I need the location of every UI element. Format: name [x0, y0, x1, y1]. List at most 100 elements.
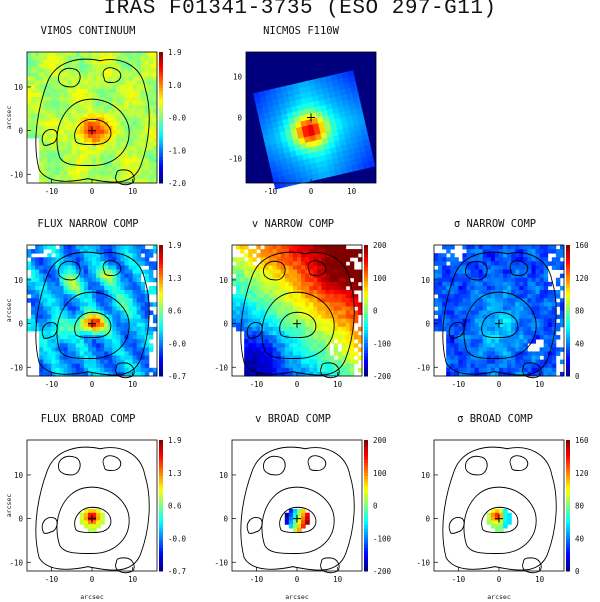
heatmap-cell [152, 178, 158, 184]
heatmap-cell [108, 277, 113, 283]
heatmap-cell [51, 101, 56, 106]
heatmap-cell [284, 318, 290, 324]
heatmap-cell [284, 363, 290, 369]
heatmap-cell [148, 158, 154, 163]
heatmap-cell [27, 92, 32, 98]
heatmap-cell [51, 302, 56, 307]
heatmap-cell [35, 113, 40, 118]
heatmap-cell [248, 343, 253, 348]
heatmap-cell [292, 253, 298, 258]
colorbar-step [566, 469, 570, 474]
heatmap-cell [450, 306, 455, 311]
heatmap-cell [283, 174, 292, 182]
heatmap-cell [96, 322, 101, 328]
heatmap-cell [39, 281, 44, 287]
heatmap-cell [256, 269, 261, 275]
heatmap-cell [494, 277, 500, 283]
heatmap-cell [100, 92, 105, 98]
heatmap-cell [112, 347, 117, 352]
heatmap-cell [535, 245, 541, 250]
heatmap-cell [116, 92, 121, 98]
heatmap-cell [519, 281, 524, 287]
colorbar-step [159, 287, 163, 292]
heatmap-cell [128, 335, 134, 340]
heatmap-cell [333, 253, 339, 258]
heatmap-cell [51, 257, 56, 262]
contour-line [465, 260, 488, 281]
heatmap-cell [551, 294, 557, 299]
heatmap-cell [132, 277, 138, 283]
heatmap-cell [458, 265, 463, 270]
heatmap-cell [240, 326, 245, 332]
heatmap-cell [71, 97, 77, 102]
heatmap-cell [83, 150, 89, 155]
heatmap-cell [136, 72, 142, 77]
heatmap-cell [120, 265, 125, 270]
heatmap-cell [104, 133, 109, 139]
heatmap-cell [531, 371, 536, 377]
heatmap-cell [71, 281, 77, 287]
heatmap-cell [67, 60, 73, 65]
heatmap-cell [108, 298, 113, 303]
heatmap-cell [100, 88, 105, 94]
heatmap-cell [136, 343, 142, 348]
heatmap-cell [454, 302, 459, 307]
heatmap-cell [92, 84, 97, 90]
heatmap-cell [256, 281, 261, 287]
heatmap-cell [67, 56, 73, 61]
heatmap-cell [515, 351, 520, 356]
heatmap-cell [144, 339, 150, 344]
heatmap-cell [302, 80, 311, 88]
heatmap-cell [303, 108, 311, 116]
heatmap-cell [338, 83, 346, 91]
colorbar-step [159, 541, 163, 546]
heatmap-cell [43, 170, 48, 176]
heatmap-cell [31, 273, 36, 279]
heatmap-cell [59, 133, 64, 139]
heatmap-cell [264, 339, 269, 344]
heatmap-cell [136, 162, 142, 168]
heatmap-cell [297, 273, 302, 279]
heatmap-cell [120, 174, 125, 180]
heatmap-cell [71, 133, 77, 139]
heatmap-cell [535, 314, 541, 320]
colorbar-step [159, 349, 163, 354]
heatmap-cell [71, 80, 77, 86]
heatmap-cell [124, 158, 129, 163]
heatmap-cell [59, 150, 64, 155]
heatmap-cell [313, 261, 318, 266]
heatmap-cell [83, 146, 89, 151]
heatmap-cell [292, 527, 298, 533]
contour-line [58, 67, 81, 88]
heatmap-cell [47, 339, 52, 344]
heatmap-cell [519, 322, 524, 328]
heatmap-cell [450, 253, 455, 258]
heatmap-cell [96, 121, 101, 127]
heatmap-cell [490, 261, 496, 266]
heatmap-cell [31, 56, 36, 61]
heatmap-cell [539, 310, 545, 315]
heatmap-cell [100, 273, 105, 279]
heatmap-cell [63, 162, 69, 168]
heatmap-cell [108, 330, 113, 336]
heatmap-cell [79, 298, 85, 303]
heatmap-cell [297, 265, 302, 270]
heatmap-cell [280, 371, 286, 377]
heatmap-cell [116, 170, 121, 176]
colorbar-label: -0.7 [168, 567, 186, 576]
heatmap-cell [116, 335, 121, 340]
heatmap-cell [132, 273, 138, 279]
heatmap-cell [51, 261, 56, 266]
heatmap-cell [124, 137, 129, 143]
heatmap-cell [75, 97, 81, 102]
heatmap-cell [255, 102, 264, 110]
y-axis-label: arcsec [5, 106, 13, 130]
heatmap-cell [144, 314, 150, 320]
heatmap-cell [120, 306, 125, 311]
heatmap-cell [539, 294, 545, 299]
heatmap-cell [67, 310, 73, 315]
heatmap-cell [337, 302, 343, 307]
heatmap-cell [349, 367, 355, 373]
heatmap-cell [503, 245, 508, 250]
heatmap-cell [333, 261, 339, 266]
